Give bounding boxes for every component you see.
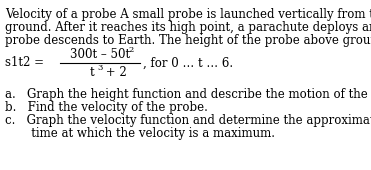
Text: time at which the velocity is a maximum.: time at which the velocity is a maximum.: [5, 127, 275, 140]
Text: 300t – 50t: 300t – 50t: [70, 47, 130, 61]
Text: 2: 2: [128, 47, 133, 55]
Text: Velocity of a probe A small probe is launched vertically from the: Velocity of a probe A small probe is lau…: [5, 8, 371, 21]
Text: b.   Find the velocity of the probe.: b. Find the velocity of the probe.: [5, 101, 208, 114]
Text: c.   Graph the velocity function and determine the approximate: c. Graph the velocity function and deter…: [5, 114, 371, 127]
Text: a.   Graph the height function and describe the motion of the probe.: a. Graph the height function and describ…: [5, 88, 371, 101]
Text: probe descends to Earth. The height of the probe above ground is: probe descends to Earth. The height of t…: [5, 34, 371, 47]
Text: t: t: [90, 65, 94, 79]
Text: + 2: + 2: [102, 65, 127, 79]
Text: 3: 3: [97, 64, 102, 72]
Text: s1t2 =: s1t2 =: [5, 56, 44, 70]
Text: ground. After it reaches its high point, a parachute deploys and the: ground. After it reaches its high point,…: [5, 21, 371, 34]
Text: , for 0 … t … 6.: , for 0 … t … 6.: [143, 56, 233, 70]
